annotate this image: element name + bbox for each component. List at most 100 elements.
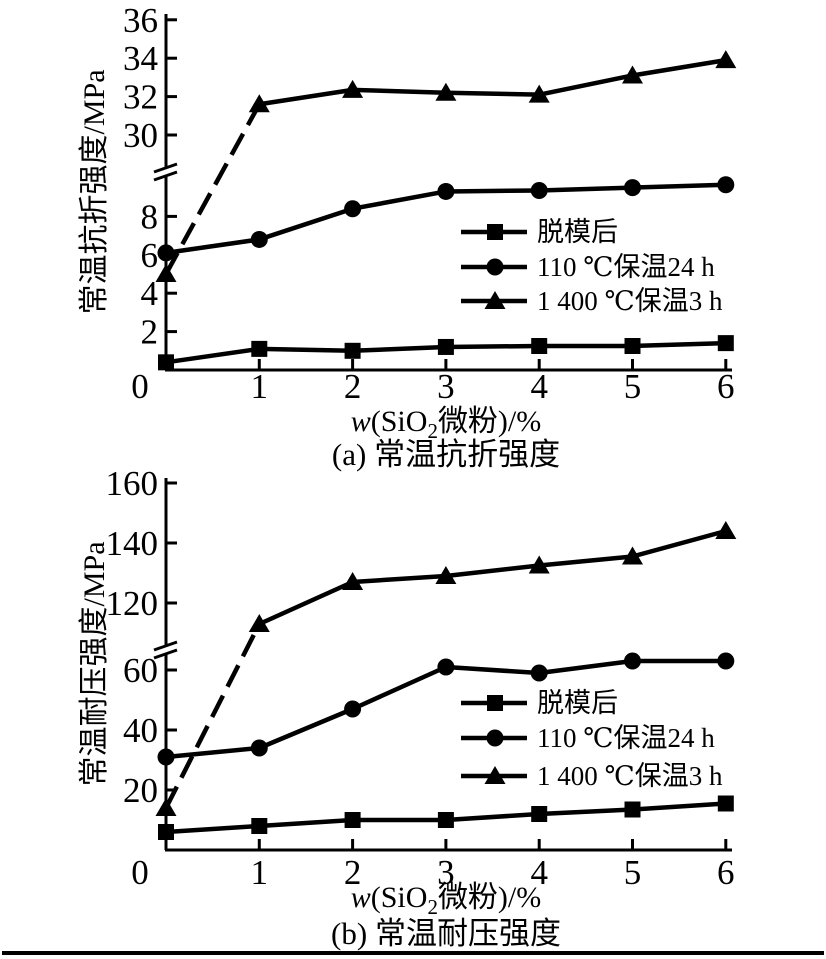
data-point: [250, 230, 268, 248]
data-point: [528, 555, 550, 574]
legend-item: 脱模后: [461, 217, 618, 247]
x-tick-label: 4: [530, 853, 548, 892]
data-point: [717, 335, 734, 352]
y-tick-label: 160: [106, 464, 159, 503]
data-point: [435, 82, 457, 101]
data-point: [717, 795, 734, 812]
data-point: [344, 342, 361, 359]
x-axis-label: w(SiO2微粉)/%: [351, 881, 542, 919]
series-segment: [445, 188, 540, 194]
y-tick-label: 36: [123, 1, 158, 40]
data-point: [251, 340, 268, 357]
data-point: [342, 572, 364, 590]
series-segment: [165, 745, 260, 760]
series-segment: [632, 57, 727, 78]
series-segment: [538, 554, 633, 568]
y-tick-label: 140: [106, 524, 159, 563]
data-point: [250, 739, 268, 757]
series-circle: [157, 176, 735, 262]
legend-marker: [486, 729, 504, 747]
x-axis-label: w(SiO2微粉)/%: [351, 405, 542, 443]
series-segment: [352, 573, 447, 585]
legend-label: 110 ℃保温24 h: [537, 252, 715, 282]
axis-break-icon: [153, 648, 178, 660]
legend-label: 脱模后: [537, 217, 618, 247]
data-point: [531, 806, 548, 822]
series-segment: [538, 73, 633, 97]
x-tick-label: 2: [344, 853, 362, 892]
data-point: [157, 244, 175, 262]
y-axis-label: 常温抗折强度/MPa: [78, 69, 111, 314]
data-point: [528, 84, 550, 103]
data-point: [248, 614, 270, 632]
data-point: [717, 176, 735, 194]
x-tick-label: 2: [344, 367, 362, 406]
data-point: [158, 824, 174, 840]
legend-marker: [484, 766, 506, 784]
y-tick-label: 34: [123, 39, 158, 78]
series-segment: [165, 237, 260, 256]
series-segment: [352, 87, 446, 96]
series-segment: [165, 346, 260, 365]
legend-label: 脱模后: [537, 688, 618, 718]
data-point: [717, 652, 735, 670]
data-point: [622, 546, 643, 565]
data-point: [344, 700, 362, 718]
data-point: [344, 200, 362, 218]
axis-break-gap: [164, 167, 168, 176]
x-tick-label: 6: [717, 853, 735, 892]
series-segment: [632, 340, 726, 349]
series-segment: [445, 343, 540, 350]
data-point: [715, 521, 737, 539]
data-point: [158, 354, 174, 371]
legend-label: 1 400 ℃保温3 h: [537, 286, 723, 316]
series-segment: [539, 807, 633, 817]
panel-caption: (b) 常温耐压强度: [331, 916, 561, 951]
series-square: [158, 335, 734, 371]
series-segment: [631, 528, 727, 559]
x-tick-label: 1: [251, 853, 269, 892]
data-point: [157, 748, 175, 766]
series-segment: [539, 185, 633, 193]
data-point: [624, 179, 641, 197]
data-point: [437, 182, 455, 200]
x-tick-label: 0: [131, 367, 149, 406]
data-point: [530, 181, 548, 199]
data-point: [437, 658, 455, 676]
x-tick-label: 6: [717, 367, 735, 406]
legend-item: 脱模后: [461, 688, 618, 718]
series-segment: [445, 664, 540, 676]
series-segment: [632, 801, 726, 812]
x-tick-label: 5: [624, 367, 642, 406]
data-point: [531, 338, 548, 354]
data-point: [155, 264, 177, 282]
y-tick-label: 8: [141, 197, 159, 236]
series-circle: [157, 652, 735, 766]
series-segment: [538, 658, 633, 676]
panel-b: 0 1 2 3 4 5 6 20 40 60 120 140 160 脱模后 110 ℃保温24 h 1 40…: [78, 464, 737, 951]
series-segment: [352, 189, 447, 211]
legend: 脱模后 110 ℃保温24 h 1 400 ℃保温3 h: [461, 688, 723, 791]
data-point: [530, 664, 548, 682]
data-point: [437, 812, 454, 828]
series-square: [158, 795, 734, 840]
data-point: [155, 798, 177, 816]
legend-marker: [484, 291, 506, 309]
x-tick-label: 0: [131, 853, 149, 892]
series-segment: [258, 206, 354, 242]
series-segment: [258, 87, 353, 107]
legend-label: 1 400 ℃保温3 h: [537, 761, 723, 791]
legend-item: 1 400 ℃保温3 h: [461, 761, 723, 791]
series-segment: [165, 823, 260, 835]
series-segment: [258, 579, 354, 627]
series-triangle: [155, 50, 737, 282]
y-tick-label: 4: [141, 274, 159, 313]
legend-item: 110 ℃保温24 h: [461, 723, 715, 753]
y-tick-label: 20: [123, 771, 158, 810]
data-point: [624, 801, 641, 818]
data-point: [248, 94, 270, 113]
data-point: [715, 50, 737, 69]
series-segment: [164, 103, 262, 276]
